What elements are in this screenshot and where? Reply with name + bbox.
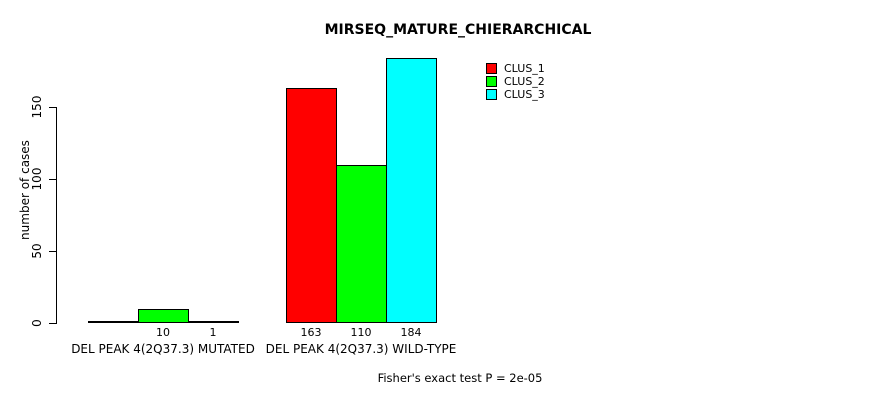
- bar-value-label: 184: [400, 326, 422, 339]
- bar-clus_3: [188, 321, 239, 323]
- y-tick: [49, 107, 56, 108]
- y-tick: [49, 251, 56, 252]
- legend-label: CLUS_3: [504, 88, 545, 101]
- bar-clus_2: [336, 165, 387, 323]
- bar-clus_2: [138, 309, 189, 323]
- bar-clus_1: [88, 321, 139, 323]
- bar-clus_1: [286, 88, 337, 323]
- bar-value-label: 1: [209, 326, 217, 339]
- y-tick-label: 100: [30, 167, 44, 191]
- legend-item: CLUS_1: [486, 62, 545, 75]
- legend: CLUS_1 CLUS_2 CLUS_3: [486, 62, 545, 101]
- y-tick-label: 0: [30, 319, 44, 327]
- y-tick-label: 50: [30, 243, 44, 259]
- stat-test-caption: Fisher's exact test P = 2e-05: [377, 371, 543, 385]
- y-tick: [49, 179, 56, 180]
- y-axis-line: [56, 107, 57, 324]
- legend-item: CLUS_3: [486, 88, 545, 101]
- bar-clus_3: [386, 58, 437, 323]
- legend-label: CLUS_2: [504, 75, 545, 88]
- legend-item: CLUS_2: [486, 75, 545, 88]
- chart-title: MIRSEQ_MATURE_CHIERARCHICAL: [324, 22, 592, 38]
- legend-swatch-icon: [486, 63, 497, 74]
- legend-swatch-icon: [486, 89, 497, 100]
- legend-label: CLUS_1: [504, 62, 545, 75]
- bar-value-label: 163: [300, 326, 322, 339]
- category-label: DEL PEAK 4(2Q37.3) WILD-TYPE: [265, 342, 457, 356]
- y-tick: [49, 323, 56, 324]
- category-label: DEL PEAK 4(2Q37.3) MUTATED: [71, 342, 255, 356]
- bar-value-label: 10: [156, 326, 170, 339]
- bar-value-label: 110: [350, 326, 372, 339]
- y-tick-label: 150: [30, 95, 44, 119]
- legend-swatch-icon: [486, 76, 497, 87]
